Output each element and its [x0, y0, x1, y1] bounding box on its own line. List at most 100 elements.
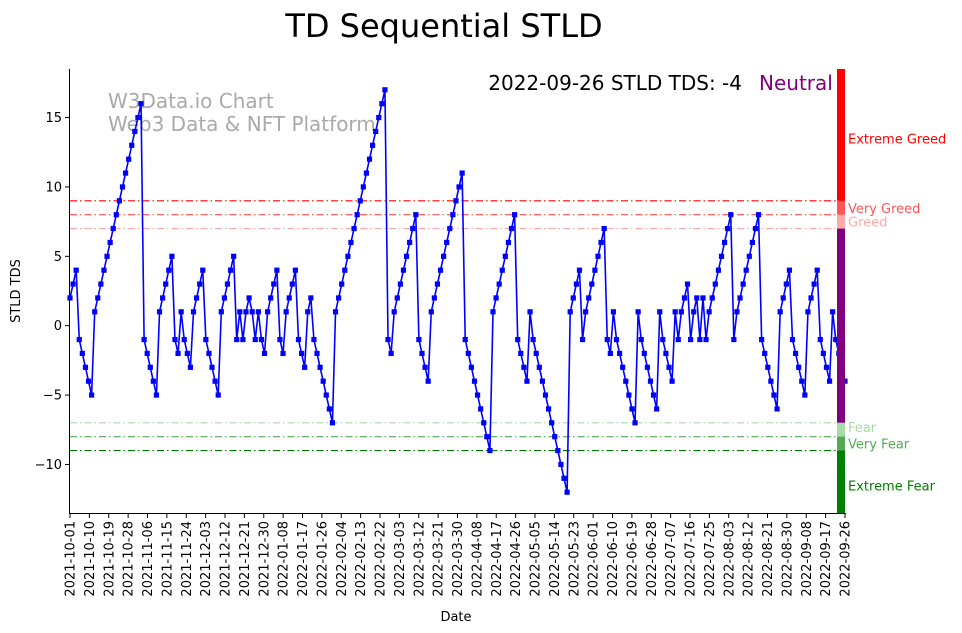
- data-point: [484, 434, 490, 440]
- data-point: [231, 253, 237, 259]
- x-tick-label: 2022-08-12: [742, 521, 757, 597]
- data-point: [533, 350, 539, 357]
- data-point: [172, 336, 178, 343]
- data-point: [373, 128, 379, 135]
- data-point: [536, 364, 542, 370]
- data-point: [227, 267, 234, 273]
- data-point: [82, 364, 89, 370]
- data-point: [160, 295, 166, 301]
- status-label: Neutral: [759, 71, 833, 95]
- data-point: [447, 225, 453, 232]
- data-point: [613, 336, 620, 343]
- data-point: [153, 392, 160, 398]
- data-point: [765, 364, 771, 370]
- data-point: [759, 336, 765, 343]
- data-point: [357, 198, 363, 204]
- data-point: [184, 350, 190, 357]
- data-point: [725, 225, 731, 232]
- data-point: [218, 309, 224, 315]
- data-point: [221, 295, 227, 301]
- data-point: [320, 378, 326, 384]
- data-point: [823, 364, 830, 370]
- data-point: [150, 378, 156, 384]
- data-point: [660, 336, 666, 343]
- data-point: [601, 225, 607, 232]
- data-point: [348, 239, 354, 246]
- data-point: [200, 267, 206, 273]
- y-tick-label: 15: [45, 111, 62, 126]
- data-point: [388, 350, 394, 357]
- data-point: [403, 253, 410, 259]
- data-point: [539, 378, 546, 384]
- data-point: [802, 392, 808, 398]
- data-point: [369, 142, 376, 148]
- x-tick-label: 2022-06-19: [625, 521, 640, 597]
- data-point: [345, 253, 351, 259]
- data-point: [98, 281, 104, 287]
- data-point: [820, 350, 826, 357]
- data-point: [249, 309, 255, 315]
- data-point: [311, 336, 317, 343]
- data-point: [190, 309, 197, 315]
- zone-band: [837, 214, 845, 229]
- data-point: [700, 295, 706, 301]
- data-point: [193, 295, 200, 301]
- data-point: [428, 309, 434, 315]
- data-point: [224, 281, 231, 287]
- data-point: [209, 364, 215, 370]
- watermark-line-1: W3Data.io Chart: [108, 89, 274, 113]
- x-tick-label: 2022-03-03: [393, 521, 408, 597]
- x-tick-label: 2021-10-10: [83, 521, 98, 597]
- data-point: [629, 406, 635, 412]
- data-point: [169, 253, 175, 259]
- watermark: W3Data.io Chart Web3 Data & NFT Platform: [108, 89, 376, 136]
- data-point: [459, 170, 465, 176]
- x-tick-label: 2022-08-30: [780, 521, 795, 597]
- data-point: [178, 309, 184, 315]
- x-ticks: 2021-10-01 2021-10-10 2021-10-19 2021-10-28…: [64, 513, 854, 597]
- x-tick-label: 2022-04-08: [470, 521, 485, 597]
- x-tick-label: 2022-06-28: [645, 521, 660, 597]
- data-point: [138, 101, 144, 107]
- data-point: [481, 420, 487, 426]
- data-point: [499, 267, 505, 273]
- data-point: [419, 350, 425, 357]
- x-tick-label: 2022-07-07: [664, 521, 679, 597]
- data-point: [175, 350, 181, 357]
- zone-label: Fear: [848, 421, 877, 436]
- data-point: [425, 378, 431, 384]
- data-point: [119, 184, 126, 190]
- data-point: [277, 336, 283, 343]
- x-tick-label: 2022-05-23: [567, 521, 582, 597]
- data-point: [73, 267, 79, 273]
- data-point: [771, 392, 777, 398]
- y-tick-label: −5: [43, 389, 62, 404]
- data-point: [329, 420, 336, 426]
- data-point: [394, 295, 400, 301]
- data-point: [607, 350, 613, 357]
- data-point: [258, 336, 265, 343]
- data-point: [305, 309, 311, 315]
- data-point: [617, 350, 623, 357]
- data-point: [187, 364, 194, 370]
- data-point: [595, 253, 601, 259]
- x-tick-label: 2022-09-26: [839, 521, 854, 597]
- data-point: [234, 336, 240, 343]
- y-ticks: −10 −5 0 5 10 15: [35, 111, 70, 473]
- data-point: [243, 309, 249, 315]
- data-point: [780, 295, 786, 301]
- x-tick-label: 2022-08-03: [722, 521, 737, 597]
- data-point: [147, 364, 153, 370]
- data-point: [132, 128, 138, 135]
- data-point: [512, 212, 518, 218]
- data-point: [339, 281, 345, 287]
- data-point: [527, 309, 533, 315]
- data-point: [237, 309, 243, 315]
- data-point: [323, 392, 329, 398]
- data-point: [555, 447, 561, 454]
- data-point: [468, 364, 474, 370]
- x-tick-label: 2021-11-24: [180, 521, 195, 597]
- data-point: [731, 336, 737, 343]
- data-point: [478, 406, 484, 412]
